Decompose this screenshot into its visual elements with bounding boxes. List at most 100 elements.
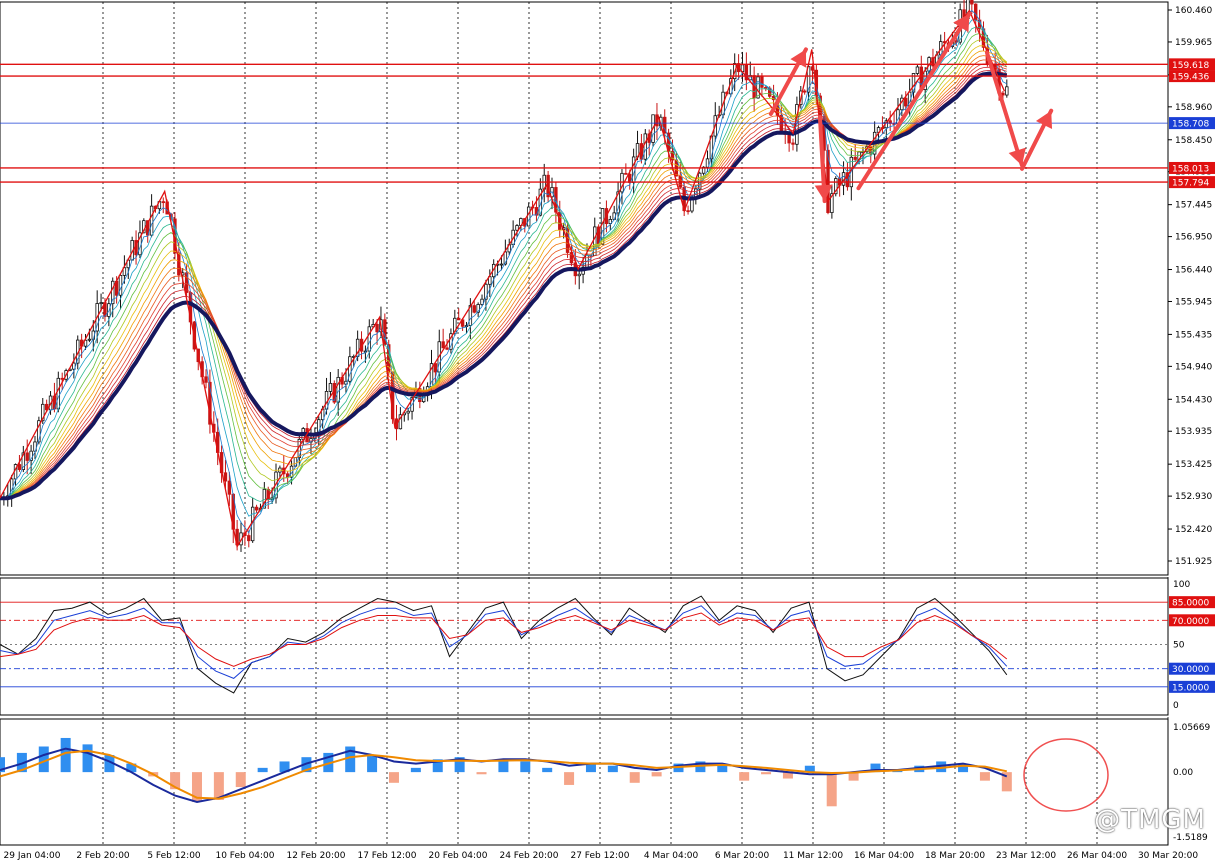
macd-histogram-bar — [958, 763, 969, 773]
macd-histogram-bar — [235, 772, 246, 788]
candle — [87, 338, 92, 341]
y-tick-label: 151.925 — [1175, 557, 1212, 567]
macd-histogram-bar — [936, 761, 947, 773]
x-tick-label: 24 Feb 20:00 — [499, 851, 558, 861]
y-tick-label: 153.425 — [1175, 460, 1212, 470]
candle — [1005, 86, 1009, 96]
candle — [254, 506, 259, 511]
y-tick-label: 155.435 — [1175, 330, 1212, 340]
moving-average-line — [0, 26, 1008, 503]
candle — [328, 383, 333, 392]
macd-y-tick-label: 1.05669 — [1173, 723, 1210, 733]
candle — [499, 263, 504, 266]
candle — [29, 450, 33, 461]
candle — [37, 420, 41, 443]
macd-histogram-bar — [739, 772, 750, 781]
x-tick-label: 18 Mar 20:00 — [925, 851, 985, 861]
x-tick-label: 17 Feb 12:00 — [357, 851, 416, 861]
macd-histogram-bar — [345, 746, 356, 773]
macd-histogram-bar — [804, 765, 815, 773]
stochastic-y-tick-label: 50 — [1173, 641, 1185, 651]
moving-average-line — [0, 50, 1007, 499]
trend-arrow-head — [814, 184, 833, 202]
macd-histogram-bar — [761, 772, 772, 775]
price-level-tag — [1169, 176, 1215, 189]
macd-y-tick-label: 0.00 — [1173, 768, 1193, 778]
x-tick-label: 27 Feb 12:00 — [570, 851, 629, 861]
candle — [111, 280, 115, 305]
macd-histogram-bar — [826, 772, 837, 807]
macd-histogram-bar — [695, 761, 706, 773]
y-tick-label: 156.440 — [1175, 266, 1212, 276]
macd-histogram-bar — [82, 744, 93, 773]
y-tick-label: 160.460 — [1175, 6, 1212, 16]
trend-arrow-head — [953, 13, 970, 33]
candle — [686, 210, 690, 213]
candle — [472, 305, 476, 313]
moving-average-line — [0, 59, 1007, 499]
candle — [60, 377, 64, 380]
y-tick-label: 152.930 — [1175, 492, 1212, 502]
y-tick-label: 158.450 — [1175, 136, 1212, 146]
candle — [834, 178, 838, 195]
macd-histogram-bar — [782, 772, 793, 779]
macd-line — [0, 749, 1008, 800]
candle — [830, 193, 834, 213]
trend-arrow — [856, 11, 972, 191]
y-tick-label: 155.945 — [1175, 297, 1212, 307]
y-tick-label: 152.420 — [1175, 525, 1212, 535]
macd-histogram-bar — [257, 767, 268, 773]
candle — [453, 317, 457, 335]
macd-histogram-bar — [388, 772, 399, 783]
price-level-label: 158.708 — [1172, 120, 1209, 130]
candle — [853, 156, 857, 160]
moving-average-line — [0, 63, 1007, 499]
macd-histogram-bar — [476, 772, 487, 775]
candle — [771, 95, 776, 101]
stochastic-line — [0, 612, 1008, 667]
candle — [484, 283, 488, 300]
x-tick-label: 12 Feb 20:00 — [286, 851, 345, 861]
candle — [764, 86, 768, 89]
stochastic-y-tick-label: 100 — [1173, 580, 1190, 590]
candle — [915, 66, 920, 74]
y-tick-label: 153.935 — [1175, 427, 1212, 437]
price-level-label: 158.013 — [1172, 164, 1209, 174]
moving-average-line — [0, 9, 1007, 534]
candle — [643, 133, 647, 160]
zigzag-line — [0, 9, 1006, 549]
x-tick-label: 29 Jan 04:00 — [4, 851, 61, 861]
stochastic-level-tag — [1169, 614, 1215, 627]
price-panel — [0, 1, 1169, 576]
trend-arrow — [984, 50, 1024, 168]
macd-histogram-bar — [279, 761, 290, 773]
macd-histogram-bar — [16, 752, 27, 773]
macd-histogram-bar — [0, 757, 5, 773]
macd-histogram-bar — [848, 772, 859, 781]
slow-moving-average — [0, 71, 1008, 501]
macd-histogram-bar — [1001, 772, 1012, 792]
y-tick-label: 154.430 — [1175, 395, 1212, 405]
macd-histogram-bar — [170, 772, 181, 790]
candle — [336, 376, 340, 403]
candle — [791, 142, 795, 145]
stochastic-level-tag — [1169, 680, 1215, 693]
macd-histogram-bar — [104, 755, 115, 773]
x-tick-label: 23 Mar 12:00 — [996, 851, 1056, 861]
stochastic-level-label: 70.0000 — [1172, 617, 1209, 627]
candle — [149, 205, 154, 236]
candle — [21, 452, 26, 470]
moving-average-line — [0, 45, 1008, 499]
price-level-tag — [1169, 117, 1215, 130]
candle — [608, 219, 613, 225]
y-tick-label: 159.965 — [1175, 38, 1212, 48]
x-tick-label: 26 Mar 04:00 — [1067, 851, 1127, 861]
macd-histogram-bar — [191, 772, 202, 803]
candle — [756, 76, 760, 99]
candle — [161, 201, 165, 204]
price-level-tag — [1169, 58, 1215, 71]
candle — [670, 150, 675, 161]
candle — [99, 302, 103, 305]
highlight-circle — [1023, 738, 1109, 812]
